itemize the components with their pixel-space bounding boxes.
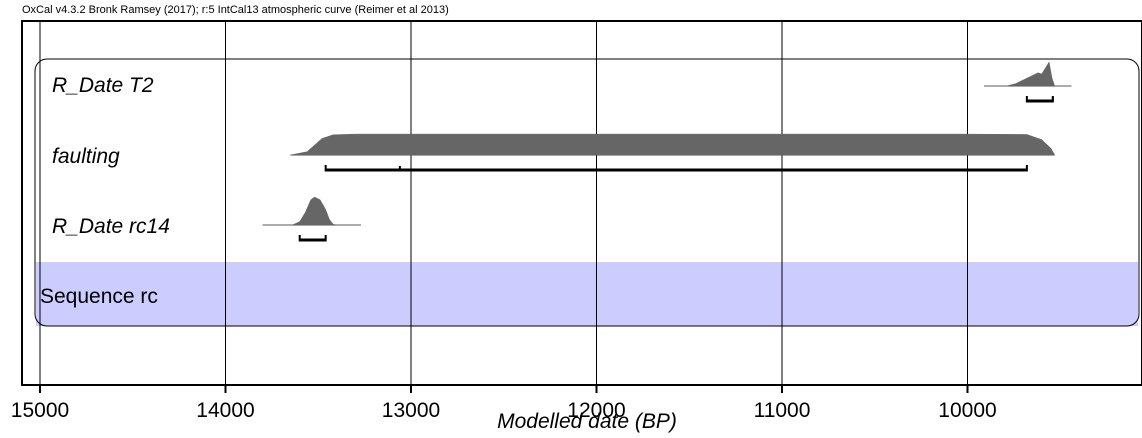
x-axis-title: Modelled date (BP): [497, 410, 677, 433]
x-tick-label: 14000: [196, 399, 254, 422]
ticks-layer: 15000 14000 13000 12000 11000 10000: [11, 385, 997, 422]
x-tick-label: 13000: [382, 399, 440, 422]
probability-distribution: [290, 133, 1056, 156]
plot-frame: [21, 20, 1142, 386]
probability-distribution: [984, 61, 1072, 87]
row-group: R_Date rc14: [52, 196, 361, 242]
rows-layer: R_Date T2 faulting R_Date rc14: [52, 61, 1072, 242]
sequence-band: [36, 262, 1138, 326]
x-tick-label: 10000: [938, 399, 996, 422]
row-label: faulting: [52, 145, 120, 168]
sequence-label: Sequence rc: [40, 285, 158, 308]
row-group: faulting: [52, 133, 1056, 172]
row-label: R_Date rc14: [52, 215, 170, 238]
sequence-frame: [34, 58, 1140, 327]
x-tick-label: 12000: [567, 399, 625, 422]
x-tick-label: 15000: [11, 399, 69, 422]
probability-distribution: [262, 196, 361, 226]
row-group: R_Date T2: [52, 61, 1072, 103]
x-tick-label: 11000: [754, 399, 811, 422]
chart-header: OxCal v4.3.2 Bronk Ramsey (2017); r:5 In…: [22, 4, 449, 16]
grid-layer: [39, 21, 968, 385]
row-label: R_Date T2: [52, 74, 154, 97]
